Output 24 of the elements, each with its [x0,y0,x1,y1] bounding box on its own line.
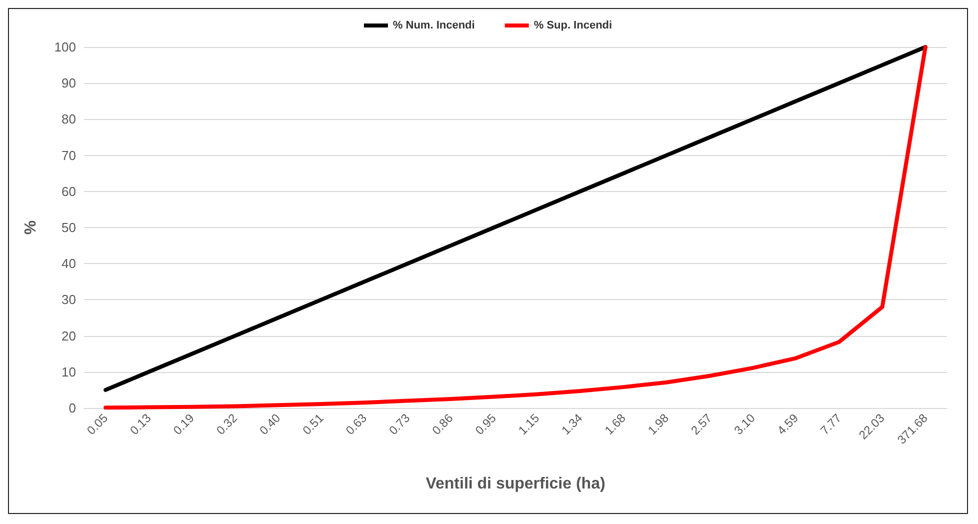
y-tick-label: 50 [62,220,76,235]
x-tick-label: 0.40 [256,410,284,438]
y-tick-label: 80 [62,112,76,127]
y-tick-label: 20 [62,328,76,344]
y-tick-label: 10 [62,364,76,380]
y-tick-label: 30 [62,292,76,308]
x-tick-label: 0.86 [429,410,456,438]
x-tick-label: 0.19 [170,410,198,438]
y-tick-label: 0 [68,400,76,416]
x-tick-label: 0.32 [214,410,240,438]
y-tick-label: 90 [62,76,76,91]
legend-label: % Sup. Incendi [534,20,612,32]
y-axis-title: % [22,220,40,235]
y-tick-label: 40 [62,256,76,272]
x-tick-label: 0.63 [343,410,370,438]
x-tick-label: 0.73 [386,410,413,438]
y-tick-label: 70 [62,148,76,163]
x-tick-label: 0.51 [300,410,327,438]
y-tick-label: 100 [54,40,76,54]
x-tick-label: 4.59 [774,410,802,438]
legend-label: % Num. Incendi [392,20,475,32]
x-axis-title: Ventili di superficie (ha) [426,476,606,492]
x-tick-label: 0.13 [127,410,154,438]
y-tick-label: 60 [62,184,76,199]
